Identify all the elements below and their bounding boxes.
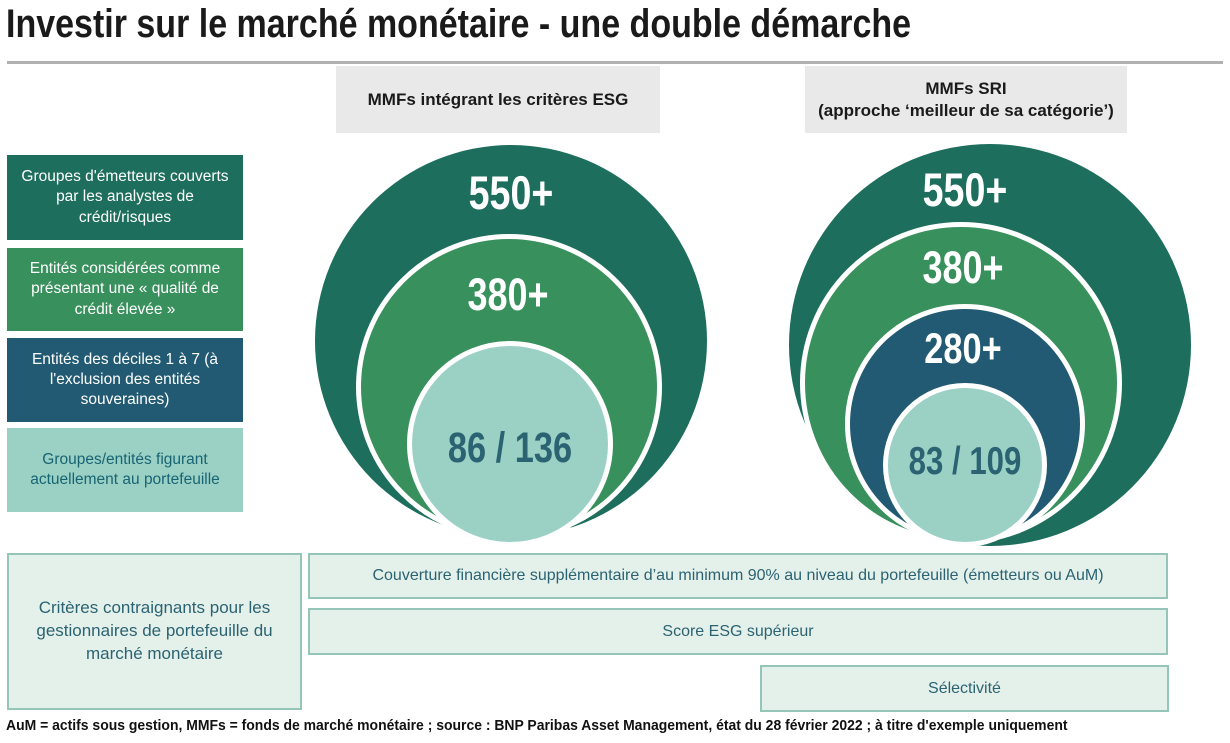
venn-esg-value-inner: 86 / 136 (447, 424, 573, 472)
column-header-esg-label: MMFs intégrant les critères ESG (367, 89, 629, 109)
venn-esg-value-middle: 380+ (467, 269, 549, 320)
column-header-sri: MMFs SRI (approche ‘meilleur de sa catég… (805, 66, 1127, 133)
venn-sri-value-outer: 550+ (922, 163, 1008, 216)
footnote: AuM = actifs sous gestion, MMFs = fonds … (6, 717, 1068, 734)
legend-issuer-groups: Groupes d'émetteurs couverts par les ana… (7, 155, 243, 240)
legend-issuer-groups-label: Groupes d'émetteurs couverts par les ana… (21, 168, 229, 226)
column-header-sri-line2: (approche ‘meilleur de sa catégorie’) (818, 100, 1114, 120)
column-header-esg: MMFs intégrant les critères ESG (336, 66, 660, 133)
legend-high-credit-quality-label: Entités considérées comme présentant une… (29, 260, 221, 318)
venn-sri-inner-circle (883, 383, 1047, 547)
legend-deciles-label: Entités des déciles 1 à 7 (à l'exclusion… (31, 350, 219, 409)
legend-portfolio-entities: Groupes/entités figurant actuellement au… (7, 428, 243, 512)
criteria-bar-coverage-label: Couverture financière supplémentaire d’a… (372, 567, 1104, 585)
title-divider (7, 61, 1223, 64)
legend-high-credit-quality: Entités considérées comme présentant une… (7, 248, 243, 331)
constraints-box: Critères contraignants pour les gestionn… (7, 553, 302, 710)
criteria-bar-coverage: Couverture financière supplémentaire d’a… (308, 553, 1168, 599)
venn-esg-value-outer: 550+ (468, 166, 554, 219)
column-header-sri-line1: MMFs SRI (925, 79, 1007, 99)
page-title: Investir sur le marché monétaire - une d… (6, 2, 912, 46)
legend-portfolio-entities-label: Groupes/entités figurant actuellement au… (30, 450, 220, 488)
criteria-bar-esg-score-label: Score ESG supérieur (662, 622, 814, 640)
venn-sri-value-third: 280+ (924, 325, 1002, 373)
venn-esg-inner-circle (407, 341, 613, 547)
venn-sri-value-inner: 83 / 109 (908, 440, 1022, 483)
criteria-bar-esg-score: Score ESG supérieur (308, 608, 1168, 655)
venn-sri-value-second: 380+ (922, 242, 1004, 293)
criteria-bar-selectivity: Sélectivité (760, 665, 1169, 712)
legend-deciles: Entités des déciles 1 à 7 (à l'exclusion… (7, 338, 243, 422)
criteria-bar-selectivity-label: Sélectivité (928, 679, 1001, 697)
constraints-box-label: Critères contraignants pour les gestionn… (36, 598, 273, 663)
